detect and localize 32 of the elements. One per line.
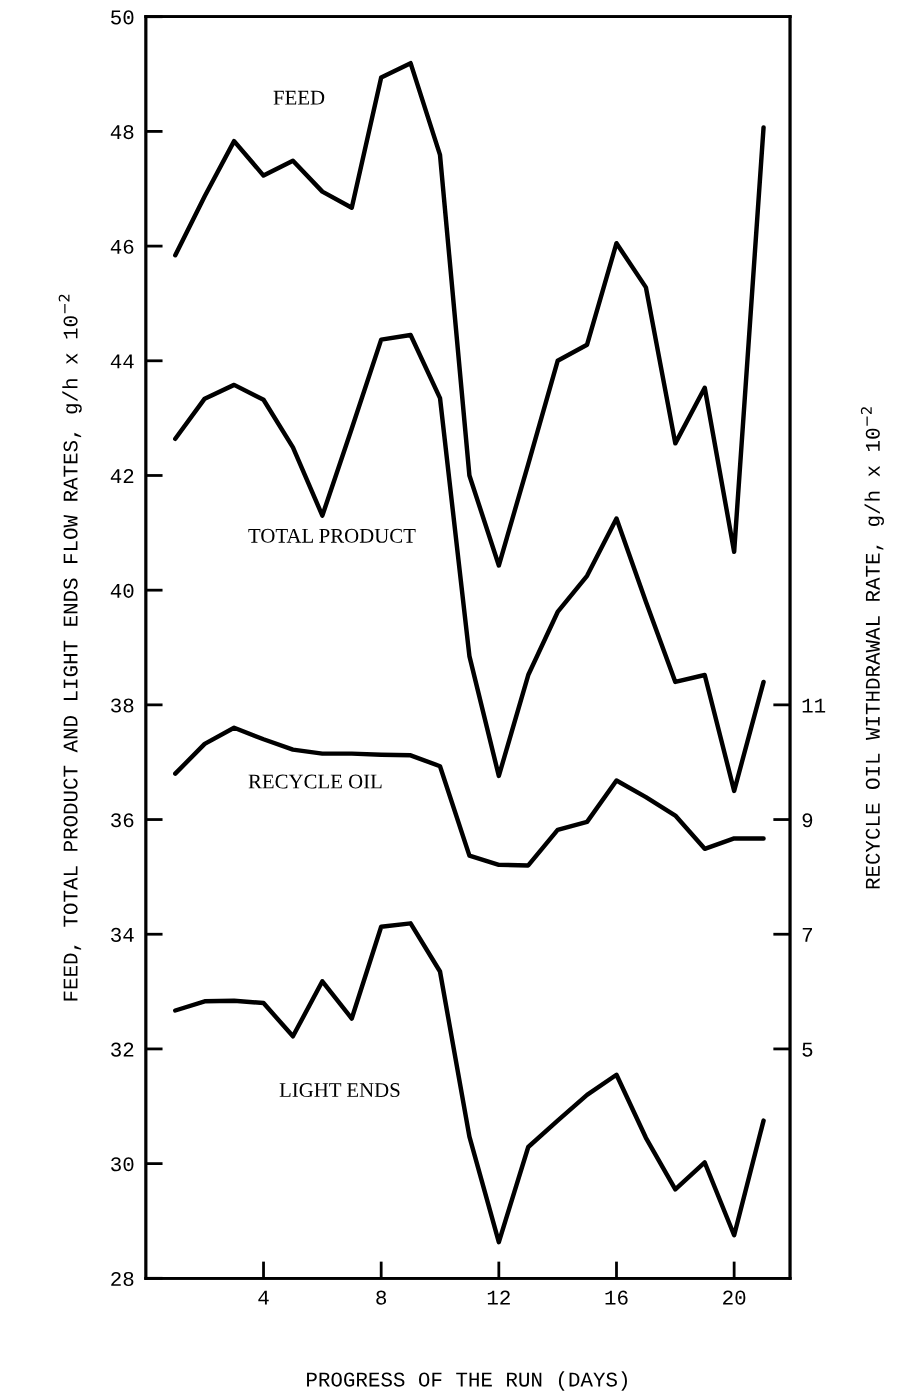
y-tick-label: 28 xyxy=(111,1271,134,1287)
y-tick-label: 46 xyxy=(110,239,134,254)
x-tick-label: 4 xyxy=(258,1290,269,1305)
y2-tick-label: 11 xyxy=(802,698,826,713)
y2-tick-label: 5 xyxy=(802,1042,813,1057)
y-tick-label: 44 xyxy=(110,354,134,369)
line-series xyxy=(173,60,766,568)
y2-tick-label: 9 xyxy=(802,813,813,828)
y-axis-title: FEED, TOTAL PRODUCT AND LIGHT ENDS FLOW RATES, g/h x 10$^{−2}$ xyxy=(58,294,82,1001)
line-series xyxy=(173,725,766,868)
y-tick-label: 50 xyxy=(111,10,134,25)
line-series xyxy=(173,332,766,794)
y-tick-label: 34 xyxy=(111,927,134,942)
x-tick-label: 12 xyxy=(487,1290,510,1305)
y-tick-label: 42 xyxy=(110,469,134,484)
y-tick-label: 40 xyxy=(110,583,134,598)
y-tick-label: 30 xyxy=(111,1157,134,1172)
y-tick-label: 48 xyxy=(110,125,134,140)
text: FEED xyxy=(273,90,325,105)
y2-tick-label: 7 xyxy=(802,928,813,942)
x-tick-label: 20 xyxy=(723,1290,746,1305)
y2-axis-title: RECYCLE OIL WITHDRAWAL RATE, g/h x 10$^{−2}$ xyxy=(860,407,884,889)
x-axis-title: PROGRESS OF THE RUN (DAYS) xyxy=(307,1371,627,1391)
text: LIGHT ENDS xyxy=(279,1083,400,1098)
x-tick-label: 16 xyxy=(605,1290,628,1305)
x-tick-label: 8 xyxy=(376,1290,387,1305)
y-tick-label: 32 xyxy=(111,1042,134,1057)
y-tick-label: 38 xyxy=(111,698,134,713)
series-label: TOTAL PRODUCT xyxy=(248,528,416,543)
line-series xyxy=(173,921,766,1245)
series-label: RECYCLE OIL xyxy=(248,774,382,789)
y-tick-label: 36 xyxy=(111,813,134,828)
